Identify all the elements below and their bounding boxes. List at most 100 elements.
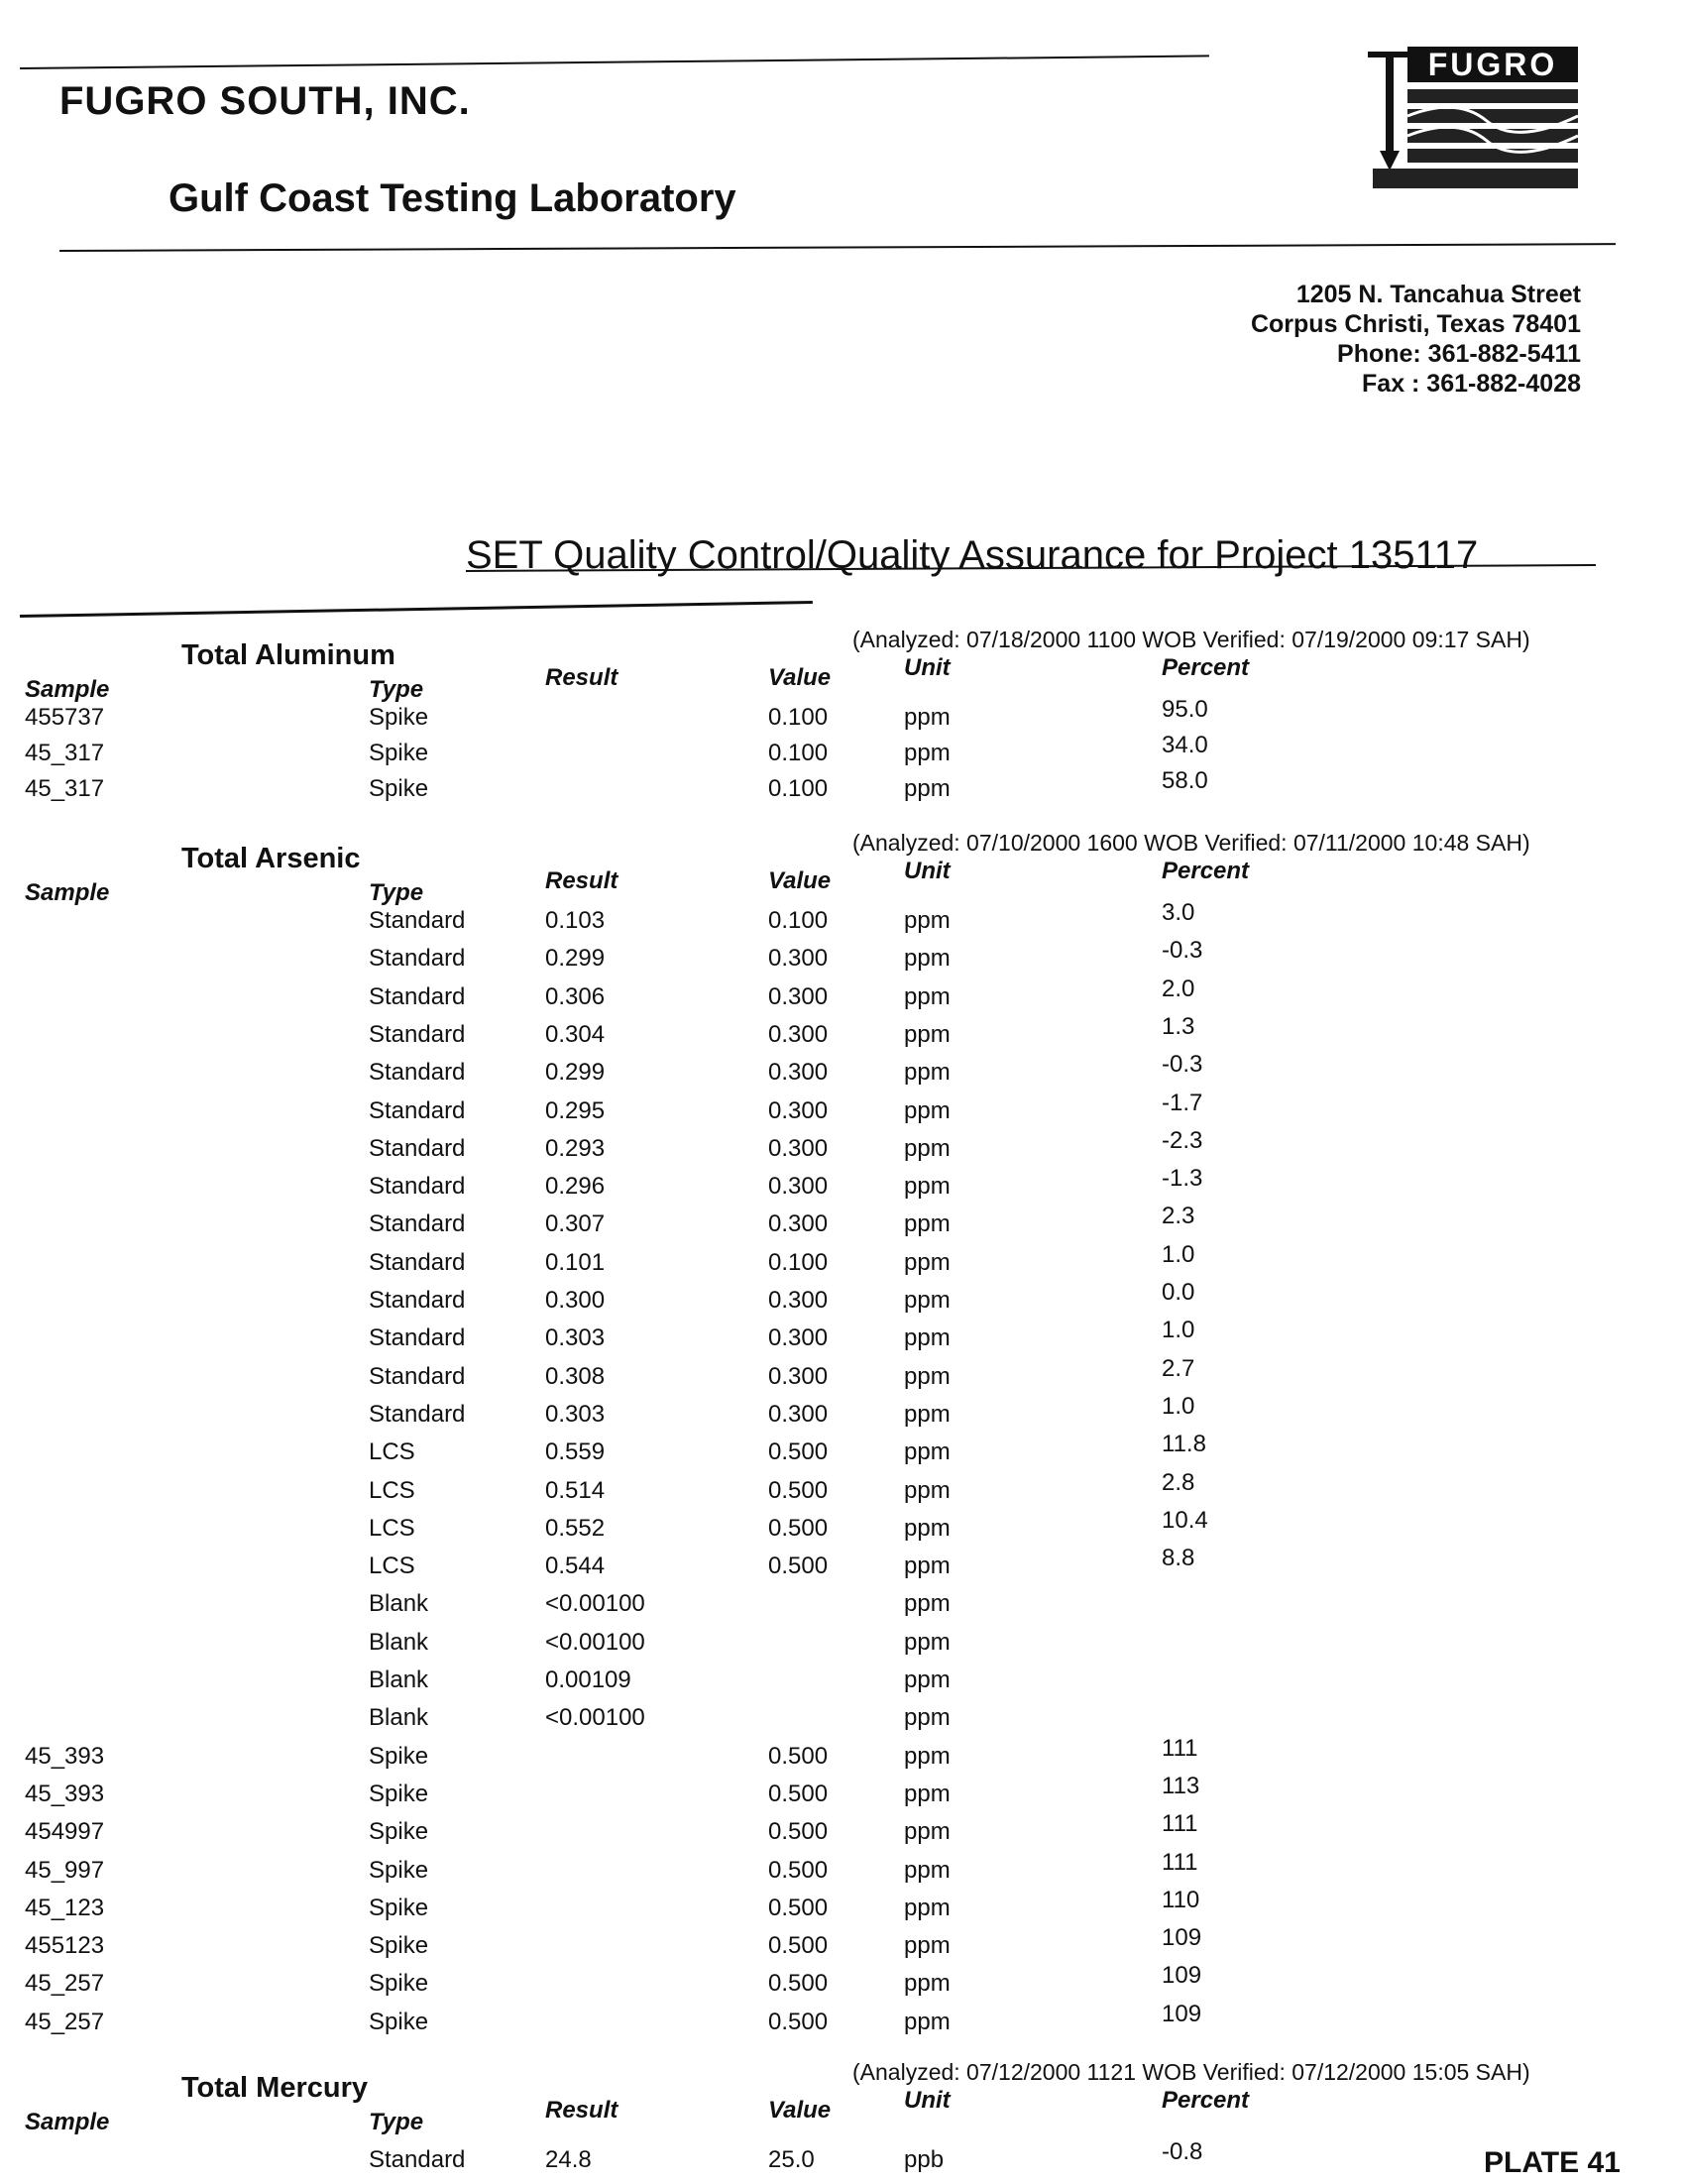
- cell-type: LCS: [369, 1476, 415, 1504]
- column-header-type: Type: [369, 879, 424, 906]
- table-row: Standard 0.293 0.300 ppm -2.3: [0, 1127, 1685, 1173]
- cell-value: 0.500: [768, 1894, 829, 1921]
- cell-result: <0.00100: [545, 1590, 645, 1618]
- cell-type: Spike: [369, 2008, 429, 2035]
- cell-type: Spike: [369, 704, 429, 731]
- table-row: 45_997 Spike 0.500 ppm 111: [0, 1849, 1685, 1895]
- cell-type: Spike: [369, 740, 429, 766]
- cell-percent: 109: [1162, 1962, 1202, 1990]
- cell-value: 0.100: [768, 775, 829, 802]
- header-rule: [58, 243, 1616, 252]
- cell-unit: ppm: [904, 1287, 951, 1314]
- cell-unit: ppm: [904, 1970, 951, 1998]
- table-row: Blank 0.00109 ppm: [0, 1667, 1685, 1704]
- cell-type: Spike: [369, 1742, 429, 1770]
- cell-result: 0.552: [545, 1514, 606, 1542]
- cell-value: 0.500: [768, 1552, 829, 1580]
- column-header-sample: Sample: [25, 879, 110, 906]
- cell-type: Spike: [369, 1932, 429, 1960]
- cell-type: LCS: [369, 1438, 415, 1466]
- cell-type: Standard: [369, 907, 466, 934]
- cell-percent: 113: [1162, 1772, 1200, 1799]
- cell-unit: ppm: [904, 1324, 951, 1352]
- top-rule: [19, 55, 1209, 69]
- cell-type: Spike: [369, 1856, 429, 1884]
- cell-sample: 45_317: [25, 775, 105, 802]
- cell-value: 0.500: [768, 1856, 829, 1884]
- cell-unit: ppm: [904, 1438, 951, 1466]
- analysis-info: (Analyzed: 07/12/2000 1121 WOB Verified:…: [852, 2059, 1530, 2085]
- cell-value: 0.100: [768, 704, 829, 731]
- cell-type: Standard: [369, 1287, 466, 1314]
- cell-type: Standard: [369, 945, 466, 973]
- table-row: 45_123 Spike 0.500 ppm 110: [0, 1887, 1685, 1932]
- cell-result: 0.303: [545, 1400, 606, 1428]
- cell-percent: -1.3: [1162, 1165, 1203, 1193]
- table-row: Standard 0.299 0.300 ppm -0.3: [0, 937, 1685, 982]
- cell-sample: 455123: [25, 1932, 105, 1960]
- cell-percent: -0.3: [1162, 937, 1203, 965]
- cell-percent: 111: [1162, 1734, 1198, 1762]
- table-row: Standard 0.300 0.300 ppm 0.0: [0, 1279, 1685, 1324]
- cell-value: 0.300: [768, 1324, 829, 1352]
- cell-unit: ppm: [904, 1134, 951, 1162]
- column-header-value: Value: [768, 2097, 832, 2124]
- cell-value: 0.100: [768, 1248, 829, 1276]
- cell-type: Spike: [369, 1780, 429, 1807]
- cell-result: 0.544: [545, 1552, 606, 1580]
- table-row: LCS 0.559 0.500 ppm 11.8: [0, 1431, 1685, 1476]
- cell-value: 0.300: [768, 1400, 829, 1428]
- cell-result: 0.299: [545, 945, 606, 973]
- cell-unit: ppm: [904, 982, 951, 1010]
- cell-value: 0.500: [768, 1970, 829, 1998]
- cell-type: Standard: [369, 1248, 466, 1276]
- cell-type: Standard: [369, 1324, 466, 1352]
- table-row: 45_317 Spike 0.100 ppm 58.0: [0, 767, 1685, 813]
- report-title: SET Quality Control/Quality Assurance fo…: [466, 533, 1479, 577]
- cell-unit: ppm: [904, 1932, 951, 1960]
- column-header-unit: Unit: [904, 2087, 951, 2114]
- cell-unit: ppm: [904, 1780, 951, 1807]
- cell-unit: ppm: [904, 775, 951, 802]
- fugro-logo: FUGRO: [1368, 42, 1581, 195]
- cell-percent: 0.0: [1162, 1279, 1195, 1306]
- analysis-info: (Analyzed: 07/18/2000 1100 WOB Verified:…: [852, 627, 1530, 652]
- cell-unit: ppm: [904, 1818, 951, 1846]
- lab-address: 1205 N. Tancahua Street Corpus Christi, …: [1251, 280, 1581, 399]
- table-row: Standard 0.304 0.300 ppm 1.3: [0, 1013, 1685, 1059]
- cell-percent: 2.7: [1162, 1354, 1195, 1382]
- table-row: 45_393 Spike 0.500 ppm 113: [0, 1773, 1685, 1818]
- cell-type: Standard: [369, 1096, 466, 1124]
- cell-percent: -0.8: [1162, 2138, 1203, 2165]
- cell-result: <0.00100: [545, 1704, 645, 1732]
- cell-type: Spike: [369, 775, 429, 802]
- cell-unit: ppm: [904, 1096, 951, 1124]
- cell-type: Blank: [369, 1704, 429, 1732]
- cell-result: 0.559: [545, 1438, 606, 1466]
- cell-percent: 109: [1162, 2000, 1202, 2027]
- cell-result: 0.103: [545, 907, 606, 934]
- cell-unit: ppm: [904, 945, 951, 973]
- plate-number: PLATE 41: [1484, 2146, 1621, 2179]
- cell-unit: ppm: [904, 1590, 951, 1618]
- cell-type: Spike: [369, 1894, 429, 1921]
- cell-percent: 10.4: [1162, 1506, 1208, 1534]
- column-header-unit: Unit: [904, 654, 951, 681]
- cell-type: Standard: [369, 1362, 466, 1390]
- table-row: 45_317 Spike 0.100 ppm 34.0: [0, 732, 1685, 777]
- cell-percent: -2.3: [1162, 1126, 1203, 1154]
- address-street: 1205 N. Tancahua Street: [1295, 281, 1581, 308]
- cell-type: LCS: [369, 1552, 415, 1580]
- cell-percent: 109: [1162, 1924, 1202, 1952]
- cell-type: Standard: [369, 1210, 466, 1238]
- cell-percent: 1.0: [1162, 1392, 1195, 1420]
- column-header-unit: Unit: [904, 858, 951, 884]
- section-title: Total Mercury: [181, 2072, 369, 2104]
- cell-percent: -1.7: [1162, 1089, 1203, 1116]
- cell-percent: 3.0: [1162, 899, 1195, 926]
- cell-result: 0.307: [545, 1210, 606, 1238]
- cell-percent: 111: [1162, 1848, 1198, 1876]
- address-fax: Fax : 361-882-4028: [1362, 370, 1581, 398]
- section-rule: [19, 601, 813, 618]
- table-row: 45_393 Spike 0.500 ppm 111: [0, 1735, 1685, 1781]
